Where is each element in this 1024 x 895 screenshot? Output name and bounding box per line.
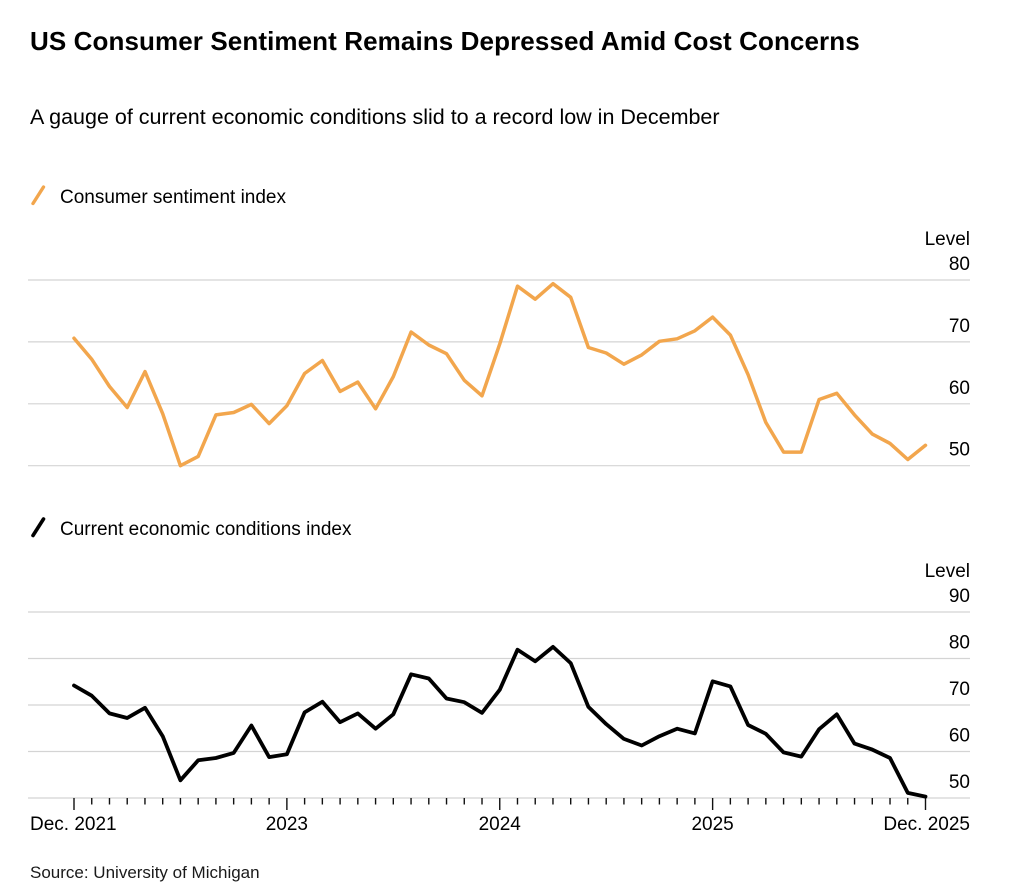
x-axis-label: Dec. 2025 [883, 814, 970, 835]
y-axis-unit-label: Level [925, 561, 970, 582]
y-axis-label: 60 [949, 726, 970, 747]
y-axis-label: 50 [949, 440, 970, 461]
y-axis-unit-label: Level [925, 229, 970, 250]
chart-title: US Consumer Sentiment Remains Depressed … [30, 26, 860, 56]
legend-current-conditions: Current economic conditions index [30, 516, 352, 544]
slash-icon-orange [30, 184, 47, 212]
sentiment-chart: Level 80 70 60 50 [28, 229, 970, 468]
x-axis-label: 2023 [266, 814, 308, 835]
y-axis-label: 80 [949, 633, 970, 654]
x-axis-label: 2024 [479, 814, 522, 835]
x-axis-label: Dec. 2021 [30, 814, 117, 835]
y-axis-label: 70 [949, 316, 970, 337]
y-axis-label: 50 [949, 772, 970, 793]
chart-subtitle: A gauge of current economic conditions s… [30, 105, 720, 129]
y-axis-label: 90 [949, 586, 970, 607]
source-credit: Source: University of Michigan [30, 863, 260, 882]
legend-label-sentiment: Consumer sentiment index [60, 187, 286, 208]
legend-label-conditions: Current economic conditions index [60, 519, 352, 540]
slash-icon-black [30, 516, 47, 544]
legend-consumer-sentiment: Consumer sentiment index [30, 184, 286, 212]
x-axis-label: 2025 [691, 814, 733, 835]
y-axis-label: 70 [949, 679, 970, 700]
conditions-line [72, 645, 928, 799]
y-axis-label: 80 [949, 254, 970, 275]
sentiment-line [72, 281, 928, 468]
y-axis-label: 60 [949, 378, 970, 399]
conditions-chart: Level 90 80 70 60 50 Dec. 2021 2023 2024 2025 Dec.… [28, 561, 970, 835]
